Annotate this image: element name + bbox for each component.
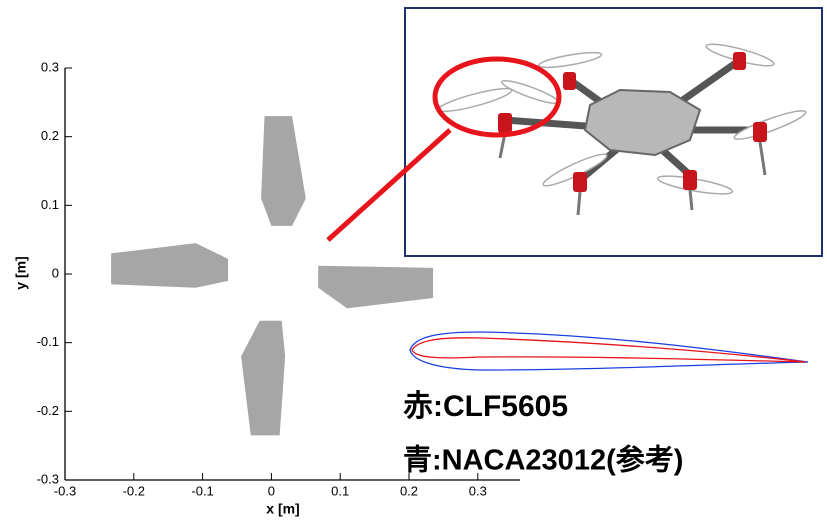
x-tick-label: 0 <box>268 483 275 498</box>
blade <box>241 321 285 436</box>
blade <box>261 116 306 226</box>
x-axis-label: x [m] <box>266 501 299 517</box>
y-tick-label: 0.1 <box>41 197 59 212</box>
figure: x [m] y [m] 赤:CLF5605 青:NACA23012(参考) -0… <box>0 0 827 524</box>
y-tick-label: 0.3 <box>41 59 59 74</box>
x-tick-label: 0.3 <box>469 483 487 498</box>
y-tick-label: -0.1 <box>37 334 59 349</box>
x-tick-label: 0.2 <box>400 483 418 498</box>
y-axis-label: y [m] <box>13 256 29 289</box>
x-tick-label: -0.3 <box>54 483 76 498</box>
y-tick-label: 0.2 <box>41 128 59 143</box>
blade <box>111 243 228 288</box>
y-tick-label: -0.2 <box>37 403 59 418</box>
x-tick-label: -0.2 <box>123 483 145 498</box>
airfoil-label: 青:NACA23012(参考) <box>403 443 683 477</box>
x-tick-label: 0.1 <box>331 483 349 498</box>
airfoil-clf <box>412 338 806 362</box>
y-tick-label: 0 <box>52 265 59 280</box>
x-tick-label: -0.1 <box>191 483 213 498</box>
blade <box>318 266 433 309</box>
airfoil-label: 赤:CLF5605 <box>403 390 568 423</box>
